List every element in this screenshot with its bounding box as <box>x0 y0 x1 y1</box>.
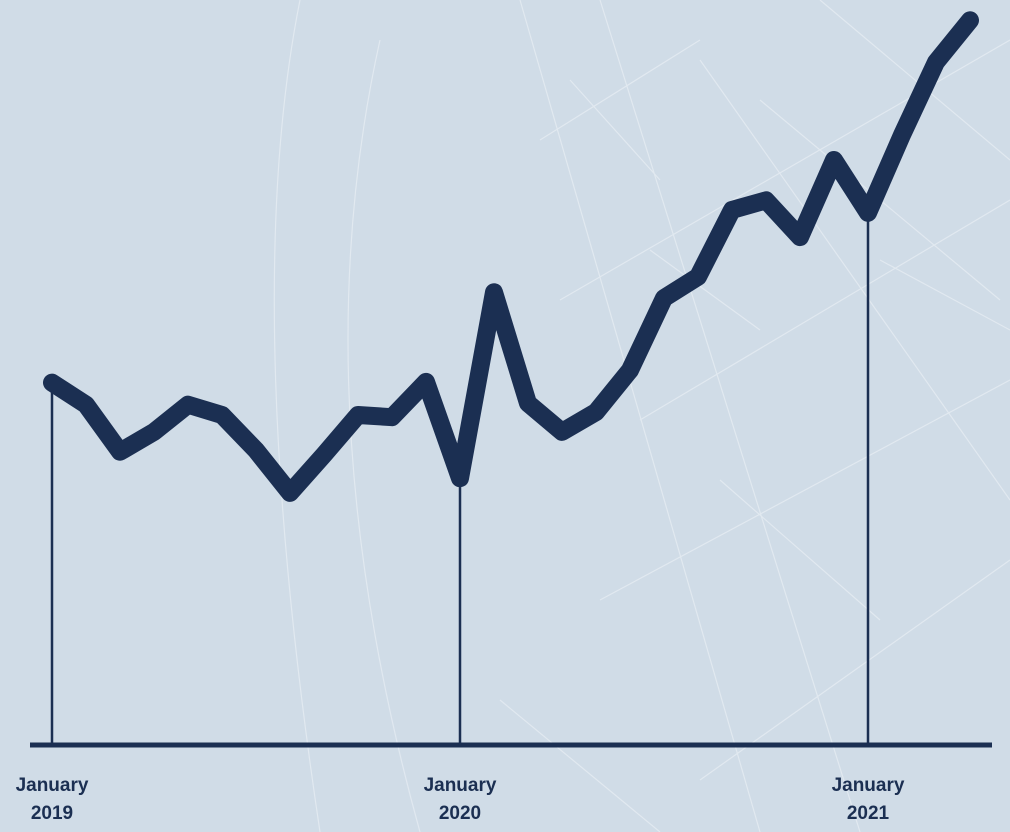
x-tick-label: January 2020 <box>423 775 497 824</box>
line-series <box>43 11 979 502</box>
x-tick-label: January 2021 <box>831 775 905 824</box>
x-tick-label: January 2019 <box>15 775 89 824</box>
